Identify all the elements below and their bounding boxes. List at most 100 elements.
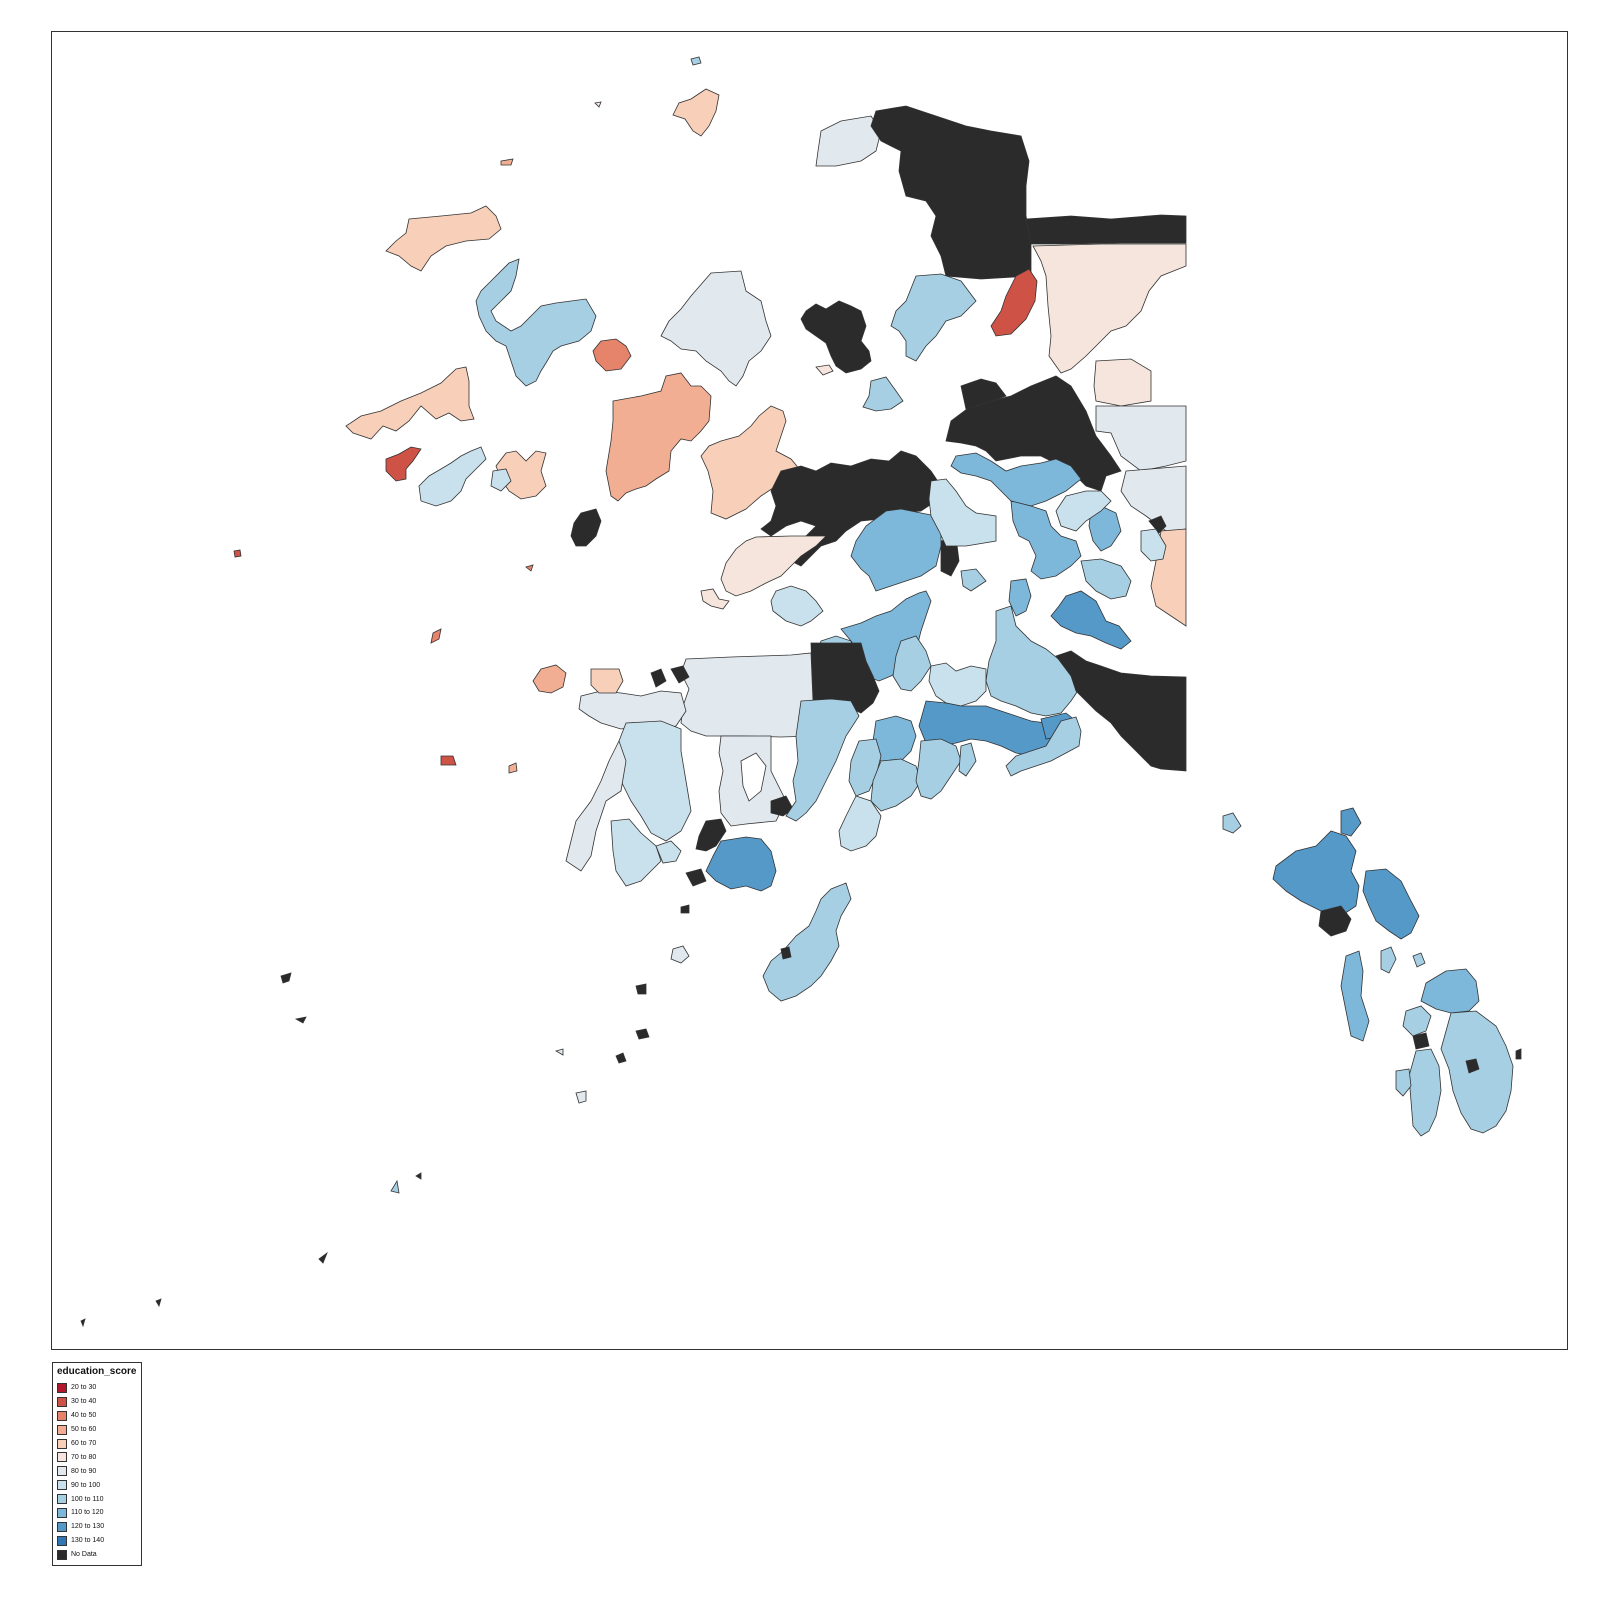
region xyxy=(680,904,690,914)
region xyxy=(1408,1048,1442,1137)
legend-item: 30 to 40 xyxy=(57,1395,137,1409)
legend-swatch xyxy=(57,1438,67,1449)
region xyxy=(345,366,475,440)
legend-swatch xyxy=(57,1535,67,1546)
region xyxy=(570,508,602,547)
region xyxy=(660,270,772,387)
legend-item: 80 to 90 xyxy=(57,1464,137,1478)
region xyxy=(985,605,1082,717)
region xyxy=(1420,968,1480,1014)
region xyxy=(578,690,687,730)
region xyxy=(594,101,602,108)
choropleth-map xyxy=(80,56,1522,1328)
map-legend: education_score 20 to 30 30 to 40 40 to 50… xyxy=(52,1362,142,1566)
legend-swatch xyxy=(57,1424,67,1435)
region xyxy=(700,405,802,520)
region xyxy=(685,868,707,887)
region xyxy=(892,635,932,692)
region xyxy=(1093,358,1152,407)
region xyxy=(294,1016,307,1024)
region xyxy=(500,158,514,166)
legend-item: 60 to 70 xyxy=(57,1437,137,1451)
legend-label: 30 to 40 xyxy=(71,1398,97,1406)
region xyxy=(440,755,457,766)
region xyxy=(1055,490,1112,532)
region xyxy=(1008,578,1032,617)
region xyxy=(490,468,512,492)
region xyxy=(1402,1005,1432,1037)
legend-label: 50 to 60 xyxy=(71,1426,97,1434)
region xyxy=(670,945,690,964)
legend-label: 20 to 30 xyxy=(71,1384,97,1392)
region xyxy=(418,446,487,507)
region xyxy=(1010,500,1082,580)
region xyxy=(800,300,872,374)
region xyxy=(950,452,1082,507)
region xyxy=(700,588,730,610)
region xyxy=(430,628,442,644)
region xyxy=(318,1251,328,1264)
region xyxy=(1222,812,1242,834)
legend-item: No Data xyxy=(57,1548,137,1562)
region xyxy=(610,818,662,887)
region xyxy=(385,205,502,272)
legend-items: 20 to 30 30 to 40 40 to 50 50 to 60 60 to 70… xyxy=(57,1381,137,1562)
region xyxy=(155,1298,162,1307)
legend-item: 90 to 100 xyxy=(57,1478,137,1492)
region xyxy=(870,758,922,812)
region xyxy=(780,946,792,960)
region xyxy=(650,668,667,688)
region xyxy=(1148,515,1167,534)
region xyxy=(890,273,977,362)
legend-swatch xyxy=(57,1494,67,1505)
region xyxy=(532,664,567,694)
region xyxy=(233,549,242,558)
region xyxy=(815,364,834,376)
legend-label: 100 to 110 xyxy=(71,1495,104,1503)
legend-label: No Data xyxy=(71,1551,97,1559)
region xyxy=(1412,1032,1430,1050)
legend-title: education_score xyxy=(57,1366,137,1377)
legend-item: 100 to 110 xyxy=(57,1492,137,1506)
region xyxy=(850,508,942,592)
region xyxy=(605,372,712,502)
region xyxy=(1318,905,1352,937)
region xyxy=(1340,807,1362,837)
region xyxy=(655,840,682,864)
region xyxy=(695,818,727,852)
region xyxy=(960,378,1007,410)
region xyxy=(1025,214,1187,245)
region xyxy=(762,882,852,1002)
region xyxy=(554,1048,564,1056)
region xyxy=(958,742,977,777)
legend-swatch xyxy=(57,1507,67,1518)
region xyxy=(565,739,627,872)
region xyxy=(575,1090,587,1104)
region xyxy=(1050,590,1132,650)
region xyxy=(928,478,997,547)
region xyxy=(508,762,518,774)
region xyxy=(1362,868,1420,940)
region xyxy=(740,752,767,802)
region xyxy=(720,535,827,597)
region xyxy=(615,1052,627,1064)
legend-label: 80 to 90 xyxy=(71,1467,97,1475)
region xyxy=(785,698,860,822)
region xyxy=(1412,952,1426,968)
legend-label: 70 to 80 xyxy=(71,1453,97,1461)
legend-swatch xyxy=(57,1549,67,1560)
region xyxy=(525,564,534,572)
legend-label: 110 to 120 xyxy=(71,1509,104,1517)
legend-item: 20 to 30 xyxy=(57,1381,137,1395)
region xyxy=(385,446,422,482)
region xyxy=(1380,946,1397,974)
legend-label: 120 to 130 xyxy=(71,1523,105,1531)
legend-item: 110 to 120 xyxy=(57,1506,137,1520)
legend-item: 70 to 80 xyxy=(57,1450,137,1464)
legend-label: 40 to 50 xyxy=(71,1412,97,1420)
region xyxy=(80,1318,86,1328)
legend-swatch xyxy=(57,1382,67,1393)
region xyxy=(672,88,720,137)
region xyxy=(680,652,814,738)
region xyxy=(592,338,632,372)
